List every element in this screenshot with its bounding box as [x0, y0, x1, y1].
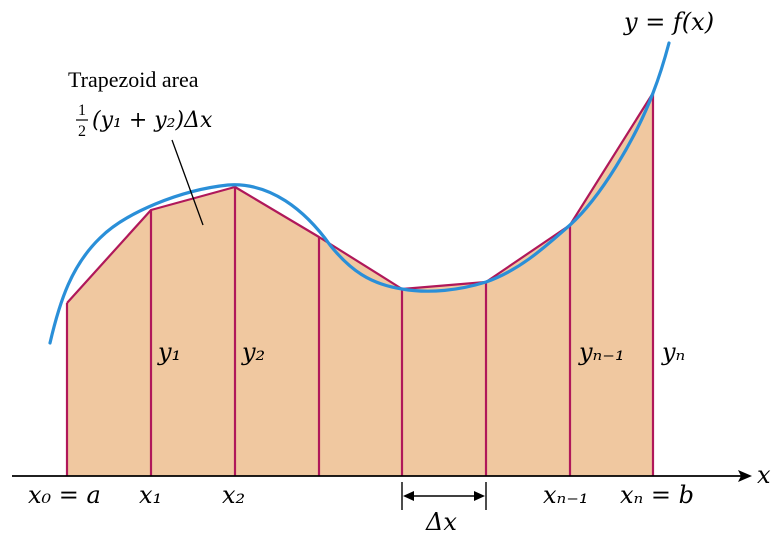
ordinate-lines	[65, 93, 655, 476]
y-label-2: y₂	[241, 338, 265, 366]
x-label-2: x₂	[222, 481, 245, 509]
x-label-0: x₀ = a	[28, 481, 101, 509]
x-label-n-minus-1: xₙ₋₁	[543, 481, 589, 509]
x-axis-arrowhead	[738, 470, 752, 482]
formula-half-numerator: 1	[78, 102, 86, 119]
y-label-1: y₁	[157, 338, 181, 366]
delta-x-arrowhead-right	[474, 491, 485, 501]
formula-half-denominator: 2	[78, 123, 86, 140]
function-curve	[48, 41, 671, 345]
y-label-n-minus-1: yₙ₋₁	[578, 338, 625, 366]
x-label-1: x₁	[139, 481, 162, 509]
annotation-title: Trapezoid area	[68, 67, 199, 92]
delta-x-indicator	[401, 482, 487, 510]
delta-x-label: Δx	[425, 508, 457, 536]
trapezoid-area-fill	[67, 93, 653, 476]
curve-label: y = f(x)	[623, 8, 714, 36]
delta-x-arrowhead-left	[403, 491, 414, 501]
trapezoid-top-edges	[66, 92, 654, 304]
formula-body: (y₁ + y₂)Δx	[92, 108, 213, 133]
x-axis-label: x	[757, 461, 771, 489]
annotation-pointer-line	[171, 139, 204, 226]
y-label-n: yₙ	[661, 338, 685, 366]
x-label-n: xₙ = b	[620, 481, 694, 509]
